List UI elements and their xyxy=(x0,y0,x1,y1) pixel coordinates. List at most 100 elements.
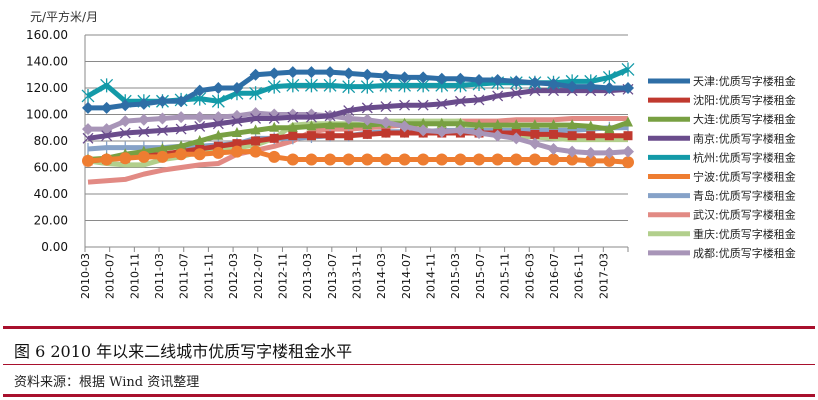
legend-item: 成都:优质写字楼租金 xyxy=(648,246,796,260)
circle-marker xyxy=(584,154,597,167)
diamond-marker xyxy=(547,78,560,91)
triangle-marker xyxy=(213,129,224,140)
triangle-marker xyxy=(306,120,317,131)
square-marker xyxy=(213,141,223,151)
x-tick-label: 2013-11 xyxy=(351,253,364,299)
circle-marker xyxy=(603,154,616,167)
square-marker xyxy=(567,131,577,141)
circle-marker xyxy=(528,153,541,166)
series-line xyxy=(87,86,629,141)
x-marker xyxy=(454,95,466,107)
star-marker xyxy=(267,79,281,94)
star-marker xyxy=(100,78,114,93)
star-marker xyxy=(81,88,95,103)
diamond-marker xyxy=(528,76,541,89)
diamond-marker xyxy=(137,97,150,110)
diamond-marker xyxy=(454,72,467,85)
x-marker xyxy=(510,87,522,99)
diamond-marker xyxy=(361,113,374,126)
y-tick-label: 60.00 xyxy=(34,161,68,175)
x-tick-label: 2015-03 xyxy=(449,253,462,299)
circle-marker xyxy=(361,153,374,166)
circle-marker xyxy=(82,154,94,167)
x-tick-label: 2012-11 xyxy=(276,253,289,299)
triangle-marker xyxy=(176,140,187,151)
circle-marker xyxy=(398,153,411,166)
diamond-marker xyxy=(622,82,634,94)
diamond-marker xyxy=(584,146,597,159)
legend-item: 沈阳:优质写字楼租金 xyxy=(648,93,796,107)
triangle-marker xyxy=(194,135,205,145)
circle-marker xyxy=(249,145,262,158)
legend-item: 青岛:优质写字楼租金 xyxy=(648,189,796,203)
diamond-marker xyxy=(379,70,392,83)
circle-marker xyxy=(622,156,634,169)
legend-label: 杭州:优质写字楼租金 xyxy=(693,150,796,164)
square-marker xyxy=(344,131,354,141)
legend-item: 宁波:优质写字楼租金 xyxy=(648,170,796,184)
x-marker xyxy=(194,120,206,132)
diamond-marker xyxy=(324,66,337,79)
triangle-marker xyxy=(548,119,559,130)
diamond-marker xyxy=(119,115,132,128)
diamond-marker xyxy=(510,75,523,88)
caption-divider xyxy=(3,364,815,365)
source-note: 资料来源：根据 Wind 资讯整理 xyxy=(14,375,200,390)
square-marker xyxy=(604,131,614,141)
diamond-marker xyxy=(491,129,504,142)
diamond-marker xyxy=(398,120,411,133)
square-marker xyxy=(251,136,261,146)
x-marker xyxy=(82,132,94,144)
x-marker xyxy=(361,102,373,114)
triangle-marker xyxy=(623,116,633,127)
y-tick-label: 0.00 xyxy=(41,240,68,254)
triangle-marker xyxy=(157,142,168,153)
line-chart: 0.00 20.00 40.00 60.00 80.00 100.00 120.00 140.… xyxy=(26,28,796,299)
x-marker xyxy=(101,130,113,142)
diamond-marker xyxy=(342,112,355,125)
triangle-marker xyxy=(474,119,485,130)
x-marker xyxy=(548,85,559,97)
circle-marker xyxy=(212,146,225,159)
circle-marker xyxy=(510,153,523,166)
x-tick-label: 2014-11 xyxy=(425,253,438,299)
x-tick-label: 2017-03 xyxy=(597,253,610,299)
diamond-marker xyxy=(379,116,392,129)
diamond-marker xyxy=(566,80,579,93)
legend-item: 大连:优质写字楼租金 xyxy=(648,112,796,126)
y-tick-label: 40.00 xyxy=(34,187,68,201)
legend-item: 重庆:优质写字楼租金 xyxy=(648,227,796,241)
diamond-marker xyxy=(491,74,504,87)
triangle-marker xyxy=(604,123,615,134)
circle-marker xyxy=(305,153,318,166)
triangle-marker xyxy=(269,121,280,132)
circle-marker xyxy=(491,153,504,166)
x-marker xyxy=(138,126,150,138)
diamond-marker xyxy=(249,68,262,81)
star-marker xyxy=(342,79,356,94)
circle-marker xyxy=(454,153,467,166)
x-marker xyxy=(473,94,485,106)
circle-marker xyxy=(473,153,486,166)
x-marker xyxy=(157,124,168,136)
circle-marker xyxy=(566,153,579,166)
square-marker xyxy=(586,131,596,141)
legend-label: 成都:优质写字楼租金 xyxy=(693,246,796,260)
diamond-marker xyxy=(305,66,318,79)
star-marker xyxy=(286,78,300,93)
circle-marker xyxy=(230,145,243,158)
y-tick-label: 120.00 xyxy=(26,81,68,95)
diamond-marker xyxy=(417,71,430,84)
diamond-marker xyxy=(268,67,281,80)
x-marker xyxy=(492,90,504,102)
triangle-marker xyxy=(511,119,522,130)
x-marker xyxy=(212,118,224,130)
star-marker xyxy=(360,79,374,94)
star-marker xyxy=(621,62,635,77)
diamond-marker xyxy=(584,80,597,93)
diamond-marker xyxy=(398,71,411,84)
x-tick-label: 2014-03 xyxy=(375,253,388,299)
diamond-marker xyxy=(175,111,188,124)
triangle-marker xyxy=(287,121,298,132)
